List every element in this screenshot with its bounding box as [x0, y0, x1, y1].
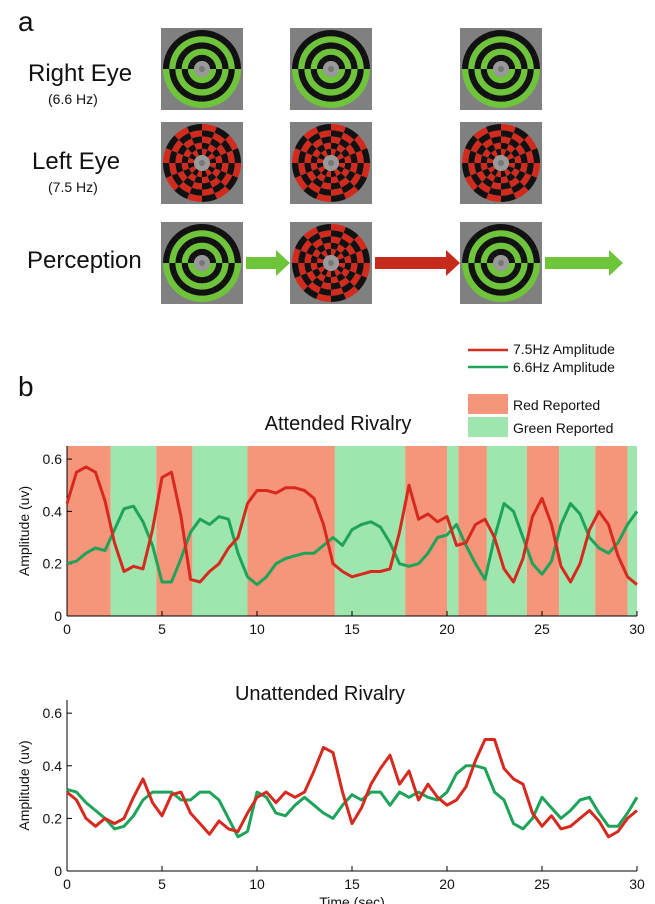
legend-label-6-6hz: 6.6Hz Amplitude — [513, 359, 615, 375]
stimulus-figure — [161, 28, 623, 304]
x-tick-label: 0 — [63, 621, 71, 637]
legend-swatch-red-reported — [468, 394, 508, 414]
stimulus-left-eye-3 — [460, 122, 542, 204]
x-tick-label: 5 — [158, 621, 166, 637]
x-tick-label: 10 — [249, 876, 265, 892]
row-label-left-eye: Left Eye — [32, 148, 121, 175]
y-tick-label: 0.6 — [43, 705, 63, 721]
x-tick-label: 20 — [439, 621, 455, 637]
row-label-right-eye: Right Eye — [28, 60, 133, 87]
series-line-red — [65, 465, 638, 586]
stimulus-right-eye-2 — [290, 28, 372, 110]
x-tick-label: 15 — [344, 876, 360, 892]
stimulus-right-eye-1 — [161, 28, 243, 110]
band-green-1 — [110, 446, 157, 616]
series-line-green — [66, 764, 639, 839]
perception-arrow-2 — [375, 250, 460, 276]
band-green-13 — [627, 446, 637, 616]
y-axis-label: Amplitude (uv) — [16, 486, 32, 576]
y-tick-label: 0.4 — [43, 758, 63, 774]
legend-label-7-5hz: 7.5Hz Amplitude — [513, 341, 615, 357]
legend-label-green-reported: Green Reported — [513, 420, 614, 436]
row-sublabel-left-eye: (7.5 Hz) — [48, 179, 98, 195]
band-red-4 — [247, 446, 335, 616]
y-tick-label: 0.2 — [43, 556, 63, 572]
legend-swatch-green-reported — [468, 417, 508, 437]
x-tick-label: 0 — [63, 876, 71, 892]
legend-line-red — [468, 348, 508, 352]
stimulus-perception-3 — [460, 222, 542, 304]
stimulus-left-eye-2 — [290, 122, 372, 204]
x-tick-label: 30 — [629, 621, 645, 637]
series-line-green — [66, 502, 639, 587]
y-axis-label: Amplitude (uv) — [16, 740, 32, 830]
stimulus-left-eye-1 — [161, 122, 243, 204]
y-tick-label: 0 — [54, 863, 62, 879]
y-tick-label: 0.4 — [43, 503, 63, 519]
chart-title: Unattended Rivalry — [235, 683, 405, 705]
x-tick-label: 20 — [439, 876, 455, 892]
unattended-rivalry-chart: Unattended Rivalry 0 5 10 15 20 25 30 0 0.2 0.4 0.6… — [16, 683, 645, 904]
row-label-perception: Perception — [27, 247, 142, 274]
legend-label-red-reported: Red Reported — [513, 397, 601, 413]
y-tick-label: 0 — [54, 608, 62, 624]
perception-arrow-3 — [545, 250, 623, 276]
y-tick-label: 0.2 — [43, 810, 63, 826]
perception-arrow-1 — [246, 250, 290, 276]
band-red-6 — [405, 446, 447, 616]
x-tick-label: 25 — [534, 876, 550, 892]
band-green-5 — [334, 446, 406, 616]
x-tick-label: 5 — [158, 876, 166, 892]
x-tick-label: 10 — [249, 621, 265, 637]
x-tick-label: 30 — [629, 876, 645, 892]
stimulus-perception-2 — [290, 222, 372, 304]
x-tick-label: 25 — [534, 621, 550, 637]
attended-rivalry-chart: Attended Rivalry 0 5 10 15 20 25 30 0 0.2 0.4 0.6 Am… — [16, 413, 645, 637]
stimulus-right-eye-3 — [460, 28, 542, 110]
row-sublabel-right-eye: (6.6 Hz) — [48, 91, 98, 107]
panel-b-label: b — [18, 371, 34, 402]
x-axis-label: Time (sec) — [319, 894, 385, 904]
legend-line-green — [468, 365, 508, 369]
y-tick-label: 0.6 — [43, 451, 63, 467]
band-red-2 — [156, 446, 193, 616]
band-red-0 — [67, 446, 111, 616]
series-line-red — [66, 738, 638, 839]
stimulus-perception-1 — [161, 222, 243, 304]
chart-title: Attended Rivalry — [265, 413, 412, 435]
x-tick-label: 15 — [344, 621, 360, 637]
panel-a-label: a — [18, 6, 34, 37]
